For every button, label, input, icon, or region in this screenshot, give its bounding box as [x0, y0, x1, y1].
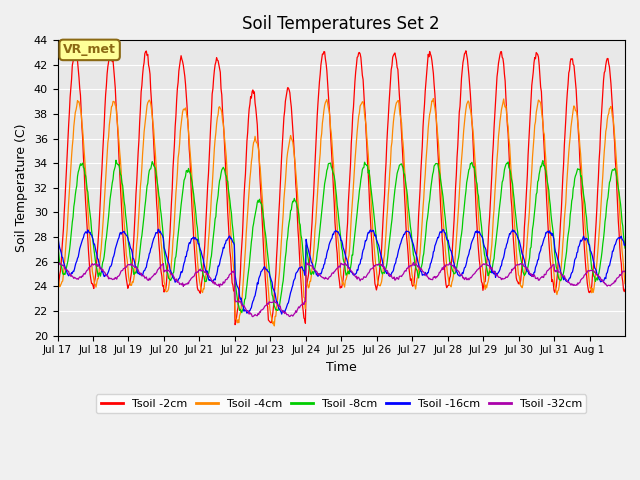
Tsoil -4cm — [271, 323, 278, 329]
Tsoil -4cm — [621, 281, 629, 287]
Tsoil -32cm — [275, 304, 283, 310]
Line: Tsoil -8cm: Tsoil -8cm — [58, 160, 625, 312]
Tsoil -16cm — [621, 241, 629, 247]
Tsoil -8cm — [254, 197, 262, 203]
X-axis label: Time: Time — [326, 361, 356, 374]
Tsoil -32cm — [120, 265, 128, 271]
Tsoil -2cm — [254, 139, 262, 145]
Tsoil -16cm — [275, 305, 283, 311]
Line: Tsoil -4cm: Tsoil -4cm — [58, 98, 625, 326]
Tsoil -16cm — [54, 235, 61, 241]
Tsoil -8cm — [401, 177, 409, 182]
Tsoil -4cm — [253, 140, 260, 145]
Tsoil -32cm — [410, 260, 417, 265]
Line: Tsoil -16cm: Tsoil -16cm — [58, 229, 625, 314]
Tsoil -4cm — [433, 125, 441, 131]
Tsoil -4cm — [401, 166, 408, 171]
Line: Tsoil -32cm: Tsoil -32cm — [58, 263, 625, 317]
Tsoil -2cm — [276, 199, 284, 205]
Tsoil -4cm — [275, 277, 283, 283]
Tsoil -32cm — [54, 262, 61, 267]
Tsoil -2cm — [225, 235, 233, 241]
Legend: Tsoil -2cm, Tsoil -4cm, Tsoil -8cm, Tsoil -16cm, Tsoil -32cm: Tsoil -2cm, Tsoil -4cm, Tsoil -8cm, Tsoi… — [96, 395, 586, 413]
Tsoil -16cm — [154, 227, 162, 232]
Tsoil -8cm — [238, 310, 246, 315]
Tsoil -4cm — [225, 190, 232, 196]
Text: VR_met: VR_met — [63, 43, 116, 57]
Tsoil -2cm — [433, 133, 441, 139]
Y-axis label: Soil Temperature (C): Soil Temperature (C) — [15, 124, 28, 252]
Tsoil -32cm — [621, 268, 629, 274]
Tsoil -2cm — [621, 287, 629, 292]
Line: Tsoil -2cm: Tsoil -2cm — [58, 50, 625, 324]
Tsoil -16cm — [253, 280, 261, 286]
Tsoil -2cm — [401, 206, 409, 212]
Title: Soil Temperatures Set 2: Soil Temperatures Set 2 — [243, 15, 440, 33]
Tsoil -8cm — [225, 192, 233, 198]
Tsoil -8cm — [112, 157, 120, 163]
Tsoil -32cm — [253, 313, 261, 319]
Tsoil -16cm — [278, 311, 285, 317]
Tsoil -4cm — [54, 273, 61, 279]
Tsoil -16cm — [120, 228, 128, 234]
Tsoil -16cm — [401, 229, 409, 235]
Tsoil -32cm — [401, 268, 408, 274]
Tsoil -8cm — [54, 239, 61, 244]
Tsoil -8cm — [621, 245, 629, 251]
Tsoil -2cm — [54, 283, 61, 288]
Tsoil -16cm — [433, 237, 441, 242]
Tsoil -2cm — [231, 322, 239, 327]
Tsoil -32cm — [225, 275, 232, 280]
Tsoil -8cm — [433, 161, 441, 167]
Tsoil -4cm — [120, 219, 128, 225]
Tsoil -8cm — [121, 203, 129, 209]
Tsoil -8cm — [276, 303, 284, 309]
Tsoil -4cm — [429, 96, 437, 101]
Tsoil -16cm — [225, 233, 233, 239]
Tsoil -2cm — [121, 259, 129, 264]
Tsoil -2cm — [106, 48, 114, 53]
Tsoil -32cm — [433, 274, 441, 280]
Tsoil -32cm — [249, 314, 257, 320]
